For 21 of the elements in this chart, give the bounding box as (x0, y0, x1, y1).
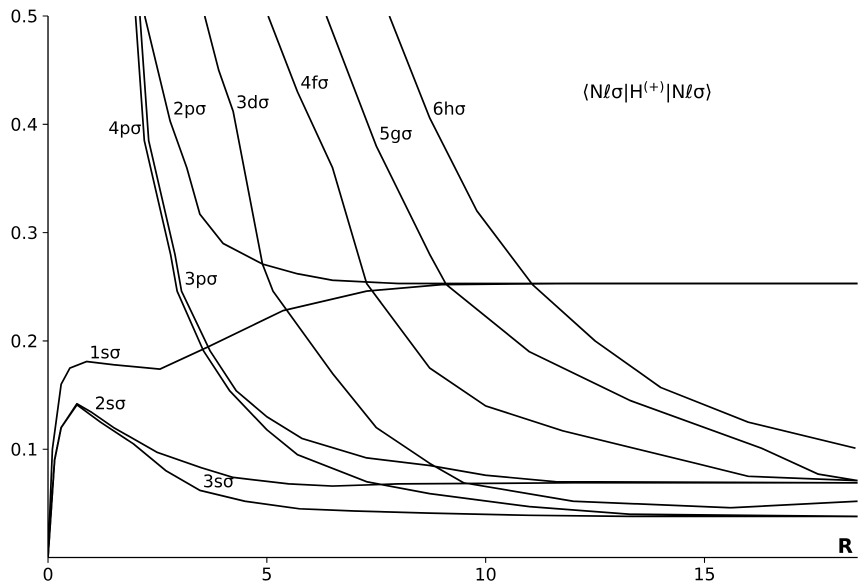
y-tick-label: 0.4 (12, 118, 37, 132)
y-tick-label: 0.1 (12, 442, 36, 456)
y-tick-label: 0.3 (12, 226, 37, 240)
annotation: 6hσ (434, 102, 466, 116)
y-tick-label: 0.2 (12, 334, 36, 348)
x-tick-label: 15 (695, 568, 714, 581)
annotation: 5gσ (380, 127, 412, 144)
annotation: 1sσ (91, 346, 120, 359)
x-tick-label: 0 (44, 568, 52, 581)
x-axis-title: R (839, 538, 853, 554)
annotation: 2sσ (96, 396, 126, 410)
annotation: 3dσ (237, 95, 269, 109)
annotation: 4pσ (109, 122, 141, 138)
x-tick-label: 5 (262, 568, 271, 581)
annotation: 4fσ (301, 76, 328, 90)
x-tick-label: 10 (476, 568, 496, 581)
annotation: ⟨Nℓσ|H$^{(+)}$|Nℓσ⟩ (584, 81, 711, 103)
annotation: 3pσ (186, 272, 217, 288)
annotation: 3sσ (204, 474, 234, 488)
annotation: 2pσ (174, 102, 206, 118)
y-tick-label: 0.5 (12, 10, 36, 23)
